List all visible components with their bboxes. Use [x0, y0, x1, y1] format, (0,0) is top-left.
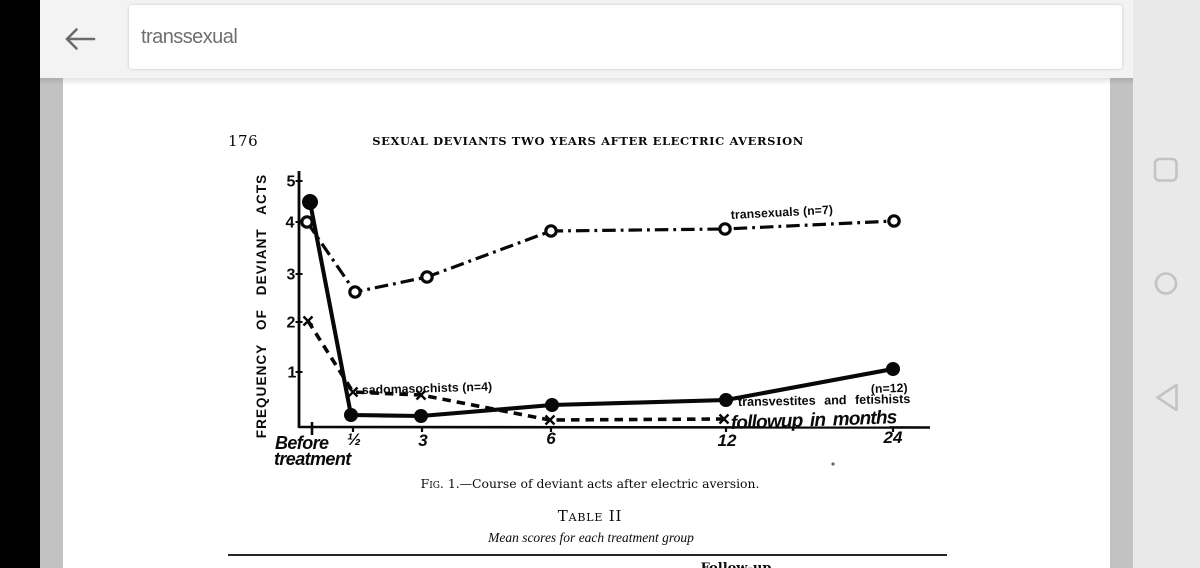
recents-square-icon	[1153, 157, 1178, 182]
marker-open-circle	[718, 222, 732, 236]
x-tick-label: ½	[347, 430, 361, 449]
search-box[interactable]	[129, 5, 1122, 69]
annotation-transvestites-fetishists: transvestites and fetishists	[738, 392, 911, 409]
marker-filled-circle	[886, 362, 900, 376]
table-subtitle: Mean scores for each treatment group	[487, 530, 694, 545]
back-nav-button[interactable]	[1133, 368, 1200, 428]
running-head: SEXUAL DEVIANTS TWO YEARS AFTER ELECTRIC…	[372, 134, 804, 148]
page-number: 176	[228, 132, 258, 150]
back-arrow-icon	[65, 28, 96, 50]
marker-open-circle	[887, 214, 901, 228]
series-line-sadomasochists	[306, 320, 725, 422]
marker-open-circle	[348, 285, 362, 299]
marker-x	[544, 414, 556, 426]
x-tick-label: 12	[718, 431, 737, 450]
y-tick-label: 4	[286, 215, 295, 232]
x-tick-label: 6	[546, 429, 556, 448]
table-column-header-followup: Follow-up	[701, 561, 772, 568]
marker-x	[347, 386, 359, 398]
marker-open-circle	[420, 270, 434, 284]
scanned-paper-figure: 176 SEXUAL DEVIANTS TWO YEARS AFTER ELECT…	[228, 132, 947, 568]
marker-filled-circle	[344, 408, 358, 422]
y-axis-title: FREQUENCY OF DEVIANT ACTS	[254, 174, 269, 439]
android-nav-bar	[1133, 0, 1200, 568]
back-triangle-icon	[1156, 383, 1178, 412]
marker-filled-circle	[302, 194, 318, 210]
scan-speck	[831, 462, 835, 466]
home-circle-icon	[1154, 272, 1178, 295]
annotation-transexuals: transexuals (n=7)	[730, 203, 833, 222]
x-tick-label: 3	[418, 431, 428, 450]
y-tick-label: 2	[287, 315, 296, 332]
series-line-transexuals	[305, 219, 895, 294]
y-tick-label: 1	[288, 365, 297, 382]
x-axis-title: followup in months	[730, 407, 897, 434]
document-viewer[interactable]: 176 SEXUAL DEVIANTS TWO YEARS AFTER ELECT…	[40, 78, 1133, 568]
x-tick-label-treatment: treatment	[274, 449, 352, 469]
appbar-shadow	[40, 78, 1133, 85]
marker-filled-circle	[545, 398, 559, 412]
table-title: Table II	[558, 507, 622, 525]
series-line-transvestites-fetishists	[307, 201, 894, 419]
marker-filled-circle	[414, 409, 428, 423]
marker-x	[718, 413, 730, 425]
annotation-sadomasochists: sadomasochists (n=4)	[362, 380, 493, 397]
search-app-bar	[40, 0, 1133, 78]
search-input[interactable]	[141, 25, 1081, 49]
marker-open-circle	[300, 215, 314, 229]
x-tick-label-before: Before	[275, 433, 329, 453]
marker-x	[302, 315, 314, 327]
recents-button[interactable]	[1133, 140, 1200, 200]
y-tick-label: 5	[287, 174, 296, 191]
annotation-n12: (n=12)	[871, 381, 908, 396]
y-tick-label: 3	[287, 267, 296, 284]
home-button[interactable]	[1133, 253, 1200, 313]
marker-filled-circle	[719, 393, 733, 407]
scanned-page: 176 SEXUAL DEVIANTS TWO YEARS AFTER ELECT…	[63, 78, 1110, 568]
app-window: 176 SEXUAL DEVIANTS TWO YEARS AFTER ELECT…	[40, 0, 1133, 568]
x-axis-line	[298, 425, 931, 429]
marker-open-circle	[544, 224, 558, 238]
back-button[interactable]	[53, 25, 109, 53]
marker-x	[415, 389, 427, 401]
x-tick-label: 24	[883, 428, 903, 447]
figure-caption: Fig. 1.—Course of deviant acts after ele…	[421, 476, 760, 491]
letterbox-strip	[0, 0, 40, 568]
